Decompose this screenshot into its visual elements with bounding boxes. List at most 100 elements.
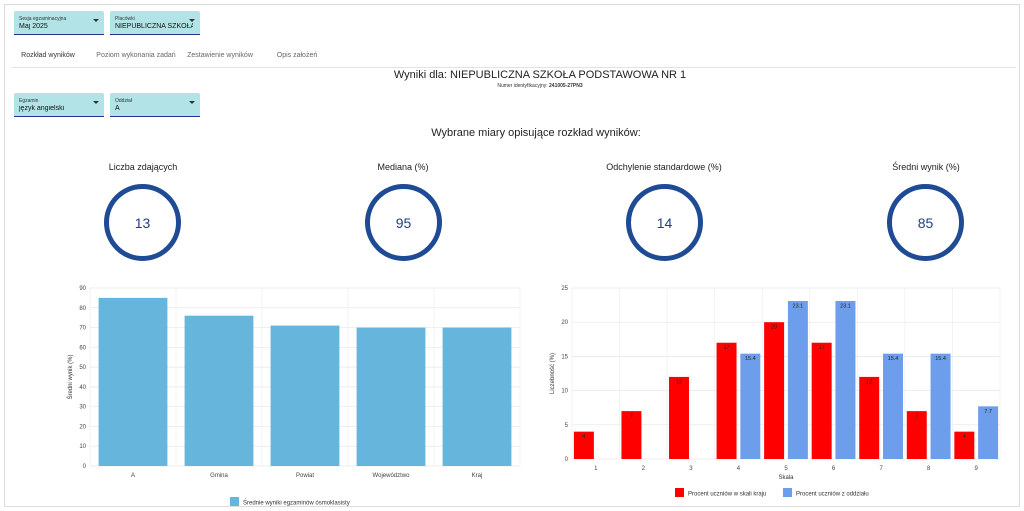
class-select-value: A [115,105,120,112]
x-tick-label: 6 [832,466,836,472]
data-label-bg [980,407,997,415]
tab-opis[interactable]: Opis założeń [268,48,326,68]
y-tick-label: 50 [79,365,86,371]
data-label: 12 [676,379,682,385]
exam-select-value: język angielski [19,105,65,112]
id-label: Numer identyfikacyjny: [497,83,548,89]
bar-class [835,300,856,459]
bar-class [930,353,951,459]
x-tick-label: A [131,473,135,479]
y-tick-label: 20 [561,320,568,326]
tab-label: Zestawienie wyników [187,52,253,59]
x-tick-label: 3 [689,466,693,472]
data-label: 23.1 [793,303,804,309]
data-label: 15.4 [888,356,899,362]
data-label: 7 [630,414,633,420]
x-tick-label: 8 [927,466,931,472]
tab-label: Opis założeń [276,52,318,59]
data-label: 7.7 [984,409,992,415]
tab-zestawienie[interactable]: Zestawienie wyników [184,48,256,68]
bar [98,297,168,466]
x-tick-label: 4 [737,466,741,472]
data-label: 17 [819,345,825,351]
y-tick-label: 80 [79,306,86,312]
chevron-down-icon [189,101,195,104]
x-tick-label: 9 [975,466,979,472]
y-tick-label: 5 [565,423,569,429]
data-label-bg [742,354,759,362]
y-tick-label: 40 [79,385,86,391]
bar [184,315,254,466]
bar-class [740,353,761,459]
chevron-down-icon [189,19,195,22]
bar [356,327,426,466]
kpi-median-label: Mediana (%) [377,162,429,172]
school-select[interactable]: Placówki NIEPUBLICZNA SZKOŁA... [110,11,200,35]
kpi-mean-label: Średni wynik (%) [892,162,960,172]
data-label: 7 [915,414,918,420]
tab-poziom[interactable]: Poziom wykonania zadań [92,48,180,68]
bar-class [883,353,903,459]
y-tick-label: 30 [79,405,86,411]
legend-label: Procent uczniów z oddziału [796,492,869,498]
x-tick-label: Gmina [210,473,228,479]
data-label: 4 [582,434,585,440]
tab-label: Poziom wykonania zadań [96,52,176,59]
kpi-count-value: 13 [134,214,151,231]
bar-country [859,376,880,459]
data-label: 17 [723,345,729,351]
kpi-count-label: Liczba zdających [108,162,178,172]
bar-class [787,300,808,459]
data-label: 4 [963,434,966,440]
tab-divider [12,67,1016,68]
page-title: Wyniki dla: NIEPUBLICZNA SZKOŁA PODSTAWO… [393,69,687,81]
school-select-value: NIEPUBLICZNA SZKOŁA... [115,23,193,30]
x-tick-label: 1 [594,466,598,472]
id-line: Numer identyfikacyjny: 241005-27PN3 [0,83,1024,89]
chevron-down-icon [93,101,99,104]
chevron-down-icon [93,19,99,22]
data-label: 15.4 [745,356,756,362]
bar-country [669,376,689,459]
legend-label: Średnie wyniki egzaminów ósmoklasisty [243,499,350,507]
y-tick-label: 10 [79,444,86,450]
legend-label: Procent uczniów w skali kraju [688,492,766,498]
y-tick-label: 0 [565,457,569,463]
exam-select[interactable]: Egzamin język angielski [14,93,104,117]
data-label-bg [789,301,806,309]
y-tick-label: 10 [561,389,568,395]
section-title: Wybrane miary opisujące rozkład wyników: [431,127,641,139]
bar-country [906,411,927,459]
data-label-bg [813,343,830,351]
y-tick-label: 15 [561,354,568,360]
data-label: 23.1 [840,303,851,309]
data-label: 20 [771,325,777,331]
bar-country [764,322,785,459]
data-label-bg [908,412,925,420]
bar-class [978,406,999,459]
y-tick-label: 70 [79,326,86,332]
tab-rozklad[interactable]: Rozkład wyników [12,48,84,68]
kpi-stddev-value: 14 [656,214,673,231]
class-select-label: Oddział [115,98,132,104]
data-label-bg [766,323,783,331]
kpi-mean-circle: 85 [887,184,964,261]
bar [270,325,340,466]
class-select[interactable]: Oddział A [110,93,200,117]
session-select-label: Sesja egzaminacyjna [19,16,67,22]
legend-swatch [783,488,792,497]
x-tick-label: 5 [784,466,788,472]
y-tick-label: 60 [79,345,86,351]
data-label-bg [885,354,901,362]
x-tick-label: Kraj [472,473,483,479]
legend-swatch [230,497,239,506]
distribution-chart: 051015202541721231715.442023.151723.1612… [550,286,1001,498]
data-label: 15.4 [935,356,946,362]
y-tick-label: 90 [79,286,86,292]
kpi-mean-value: 85 [917,214,934,231]
x-tick-label: Województwo [373,473,411,479]
x-tick-label: 7 [879,466,883,472]
session-select[interactable]: Sesja egzaminacyjna Maj 2025 [14,11,104,35]
data-label-bg [671,377,687,385]
y-axis-label: Liczebność (%) [550,353,556,394]
